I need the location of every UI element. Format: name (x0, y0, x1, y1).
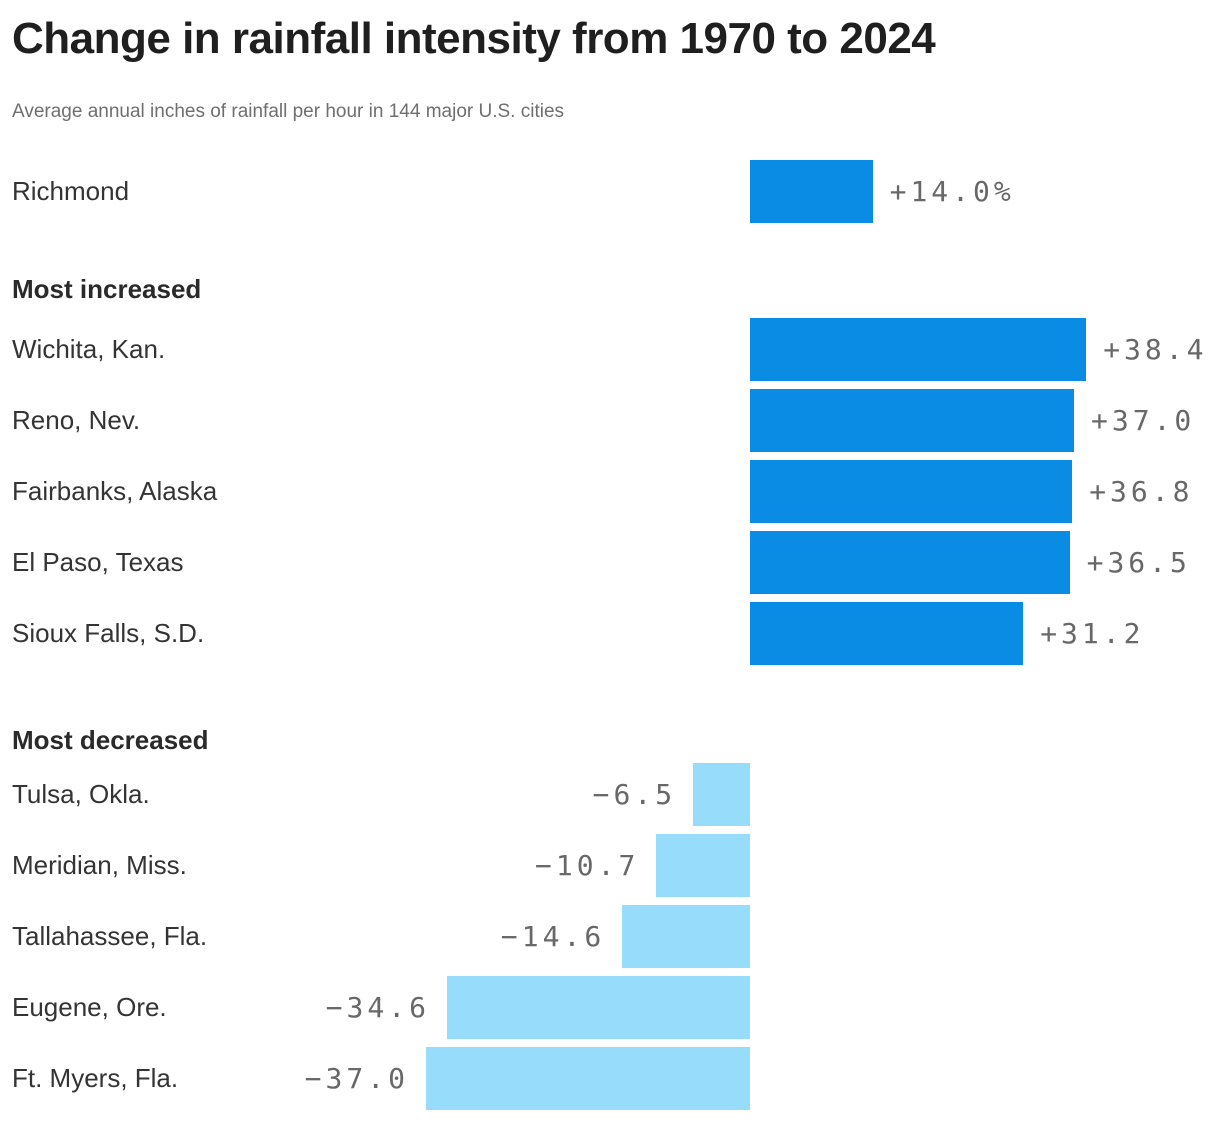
bar-label: Tallahassee, Fla. (12, 921, 208, 951)
negative-bar (447, 976, 750, 1039)
page-subtitle: Average annual inches of rainfall per ho… (12, 101, 565, 122)
bar-label: Richmond (12, 176, 130, 206)
bar-value: +36.8 (1089, 475, 1194, 508)
positive-bar (750, 602, 1024, 665)
bar-value: −37.0 (304, 1062, 409, 1095)
bar-label: Eugene, Ore. (12, 992, 167, 1022)
bar-value: +14.0% (889, 175, 1015, 208)
negative-bar (426, 1047, 750, 1110)
negative-bar (656, 834, 750, 897)
positive-bar (750, 160, 873, 223)
bar-label: Wichita, Kan. (12, 334, 166, 364)
page-title: Change in rainfall intensity from 1970 t… (12, 14, 936, 63)
section-heading-most-increased: Most increased (12, 274, 202, 304)
bar-label: El Paso, Texas (12, 547, 184, 577)
bar-value: −6.5 (592, 778, 677, 811)
bar-value: +36.5 (1086, 546, 1191, 579)
positive-bar (750, 389, 1074, 452)
bar-label: Fairbanks, Alaska (12, 476, 218, 506)
bar-value: −10.7 (535, 849, 640, 882)
bar-value: −34.6 (325, 991, 430, 1024)
negative-bar (693, 763, 750, 826)
bar-value: +31.2 (1040, 617, 1145, 650)
positive-bar (750, 318, 1087, 381)
bar-label: Sioux Falls, S.D. (12, 618, 205, 648)
section-heading-most-decreased: Most decreased (12, 725, 209, 755)
bar-value: +37.0 (1091, 404, 1196, 437)
bar-label: Tulsa, Okla. (12, 779, 150, 809)
bar-label: Ft. Myers, Fla. (12, 1063, 179, 1093)
bar-value: −14.6 (500, 920, 606, 953)
bar-label: Reno, Nev. (12, 405, 141, 435)
positive-bar (750, 531, 1070, 594)
negative-bar (622, 905, 750, 968)
bar-label: Meridian, Miss. (12, 850, 187, 880)
bar-value: +38.4 (1103, 333, 1208, 366)
positive-bar (750, 460, 1073, 523)
